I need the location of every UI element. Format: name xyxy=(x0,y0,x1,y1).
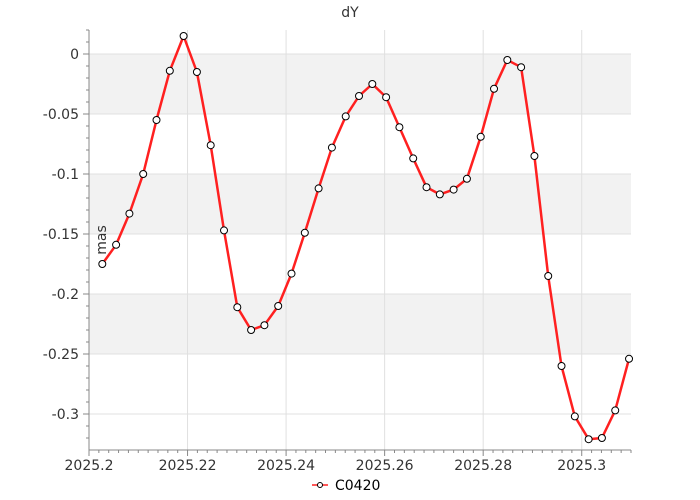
y-tick-label: -0.15 xyxy=(43,227,79,243)
data-point[interactable] xyxy=(368,80,377,88)
data-point[interactable] xyxy=(152,116,161,124)
data-point[interactable] xyxy=(98,260,107,268)
y-tick-label: -0.3 xyxy=(52,407,79,423)
data-point[interactable] xyxy=(435,190,444,199)
legend-label: C0420 xyxy=(335,478,380,494)
y-axis-label: mas xyxy=(94,225,110,255)
data-point[interactable] xyxy=(409,154,418,163)
data-point[interactable] xyxy=(462,174,471,183)
tick-labels: 0 -0.05 -0.1 -0.15 -0.2 -0.25 -0.3 2025.2 2025.2… xyxy=(43,47,606,474)
data-point[interactable] xyxy=(125,209,134,218)
chart-title: dY xyxy=(341,5,359,21)
data-point[interactable] xyxy=(611,406,620,415)
data-point[interactable] xyxy=(557,362,566,370)
data-point[interactable] xyxy=(300,228,309,237)
data-point[interactable] xyxy=(327,143,336,152)
data-point[interactable] xyxy=(382,93,391,102)
band-1 xyxy=(89,174,631,234)
data-point[interactable] xyxy=(165,66,174,75)
x-tick-label: 2025.3 xyxy=(557,458,606,474)
x-tick-label: 2025.28 xyxy=(454,458,512,474)
data-point[interactable] xyxy=(139,170,148,178)
data-point[interactable] xyxy=(490,84,499,93)
data-point[interactable] xyxy=(530,152,539,160)
data-point[interactable] xyxy=(220,226,229,235)
data-point[interactable] xyxy=(314,184,323,193)
y-tick-label: 0 xyxy=(70,47,79,63)
data-point[interactable] xyxy=(206,141,215,150)
data-point[interactable] xyxy=(625,354,634,363)
data-point[interactable] xyxy=(503,56,512,64)
y-tick-label: -0.25 xyxy=(43,347,79,363)
data-point[interactable] xyxy=(341,112,350,121)
data-point[interactable] xyxy=(112,240,121,249)
data-point[interactable] xyxy=(517,63,526,72)
data-point[interactable] xyxy=(422,183,431,192)
data-point[interactable] xyxy=(449,185,458,194)
data-point[interactable] xyxy=(476,132,485,141)
data-point[interactable] xyxy=(274,302,283,310)
data-point[interactable] xyxy=(584,435,593,444)
data-point[interactable] xyxy=(287,269,296,278)
x-tick-label: 2025.26 xyxy=(356,458,414,474)
data-point[interactable] xyxy=(597,434,606,442)
data-point[interactable] xyxy=(179,32,188,40)
data-point[interactable] xyxy=(544,272,553,280)
data-point[interactable] xyxy=(260,321,269,330)
y-tick-label: -0.1 xyxy=(52,167,79,183)
data-point[interactable] xyxy=(355,92,364,100)
data-point[interactable] xyxy=(192,68,201,76)
y-tick-label: -0.2 xyxy=(52,287,79,303)
data-point[interactable] xyxy=(233,303,242,312)
y-tick-label: -0.05 xyxy=(43,107,79,123)
series-line-0 xyxy=(101,34,631,441)
band-0 xyxy=(89,54,631,114)
band-2 xyxy=(89,294,631,354)
x-tick-label: 2025.24 xyxy=(257,458,315,474)
data-point[interactable] xyxy=(247,326,256,334)
x-tick-label: 2025.22 xyxy=(159,458,217,474)
data-point[interactable] xyxy=(570,412,579,421)
plot-axes xyxy=(83,29,632,456)
data-point[interactable] xyxy=(395,123,404,132)
x-tick-label: 2025.2 xyxy=(65,458,114,474)
legend-marker xyxy=(317,482,323,488)
legend[interactable]: C0420 xyxy=(312,478,380,494)
series-layer xyxy=(98,32,634,444)
